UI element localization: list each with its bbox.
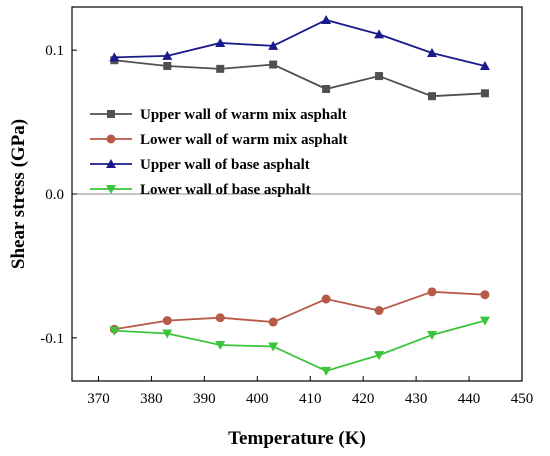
- data-point: [427, 287, 437, 297]
- data-point: [479, 316, 490, 326]
- legend-marker: [106, 159, 116, 168]
- series-1: [110, 56, 489, 101]
- data-point: [375, 72, 384, 81]
- y-tick-label: 0.0: [45, 187, 64, 203]
- x-tick-label: 430: [405, 391, 428, 407]
- legend-item-4: Lower wall of base asphalt: [90, 182, 311, 198]
- series-line: [114, 290, 485, 331]
- data-point: [428, 92, 436, 101]
- y-tick-label: -0.1: [40, 331, 64, 347]
- data-point: [374, 29, 385, 39]
- legend-item-2: Lower wall of warm mix asphalt: [90, 132, 348, 148]
- legend-label: Upper wall of warm mix asphalt: [140, 107, 347, 123]
- x-tick-label: 410: [299, 391, 322, 407]
- legend-marker: [107, 110, 115, 118]
- legend-label: Lower wall of base asphalt: [140, 182, 311, 198]
- series-line: [114, 18, 486, 67]
- data-point: [321, 14, 332, 24]
- legend: Upper wall of warm mix asphalt Lower wall…: [90, 107, 348, 198]
- data-point: [269, 60, 278, 69]
- data-point: [268, 342, 279, 352]
- data-point: [321, 366, 332, 376]
- data-point: [374, 351, 385, 361]
- data-point: [109, 52, 120, 62]
- data-point: [427, 48, 437, 58]
- series-line: [114, 59, 485, 98]
- legend-label: Lower wall of warm mix asphalt: [140, 132, 348, 148]
- data-point: [215, 341, 226, 351]
- data-point: [480, 89, 489, 98]
- data-point: [427, 330, 437, 340]
- data-point: [374, 306, 384, 316]
- data-point: [215, 37, 226, 47]
- x-tick-label: 380: [140, 391, 163, 407]
- x-tick-label: 390: [193, 391, 216, 407]
- legend-item-3: Upper wall of base asphalt: [90, 157, 310, 173]
- data-point: [268, 317, 278, 327]
- data-point: [216, 64, 225, 73]
- x-tick-label: 400: [246, 391, 269, 407]
- data-point: [109, 326, 120, 336]
- legend-item-1: Upper wall of warm mix asphalt: [90, 107, 347, 123]
- y-tick-label: 0.1: [45, 43, 64, 59]
- y-axis-title: Shear stress (GPa): [8, 119, 29, 269]
- x-tick-label: 420: [352, 391, 375, 407]
- x-tick-label: 450: [511, 391, 534, 407]
- series-line: [114, 319, 486, 372]
- legend-marker: [106, 185, 116, 194]
- data-point: [162, 329, 173, 339]
- data-point: [215, 313, 225, 323]
- data-point: [479, 60, 490, 70]
- legend-label: Upper wall of base asphalt: [140, 157, 310, 173]
- data-point: [163, 61, 172, 70]
- data-point: [480, 290, 490, 300]
- x-tick-label: 440: [458, 391, 481, 407]
- series-2: [109, 287, 490, 334]
- data-point: [162, 50, 173, 60]
- data-point: [321, 294, 331, 304]
- x-tick-label: 370: [87, 391, 110, 407]
- legend-marker: [106, 134, 116, 144]
- data-point: [322, 84, 331, 93]
- series-layer: [109, 14, 490, 376]
- data-point: [162, 316, 172, 326]
- data-point: [268, 40, 279, 50]
- x-axis-title: Temperature (K): [228, 428, 366, 449]
- series-3: [109, 14, 490, 70]
- axis-ticks-layer: 370 380 390 400 410 420 430 440 450 -0.1 0.0 0.1: [40, 43, 533, 407]
- series-4: [109, 316, 490, 376]
